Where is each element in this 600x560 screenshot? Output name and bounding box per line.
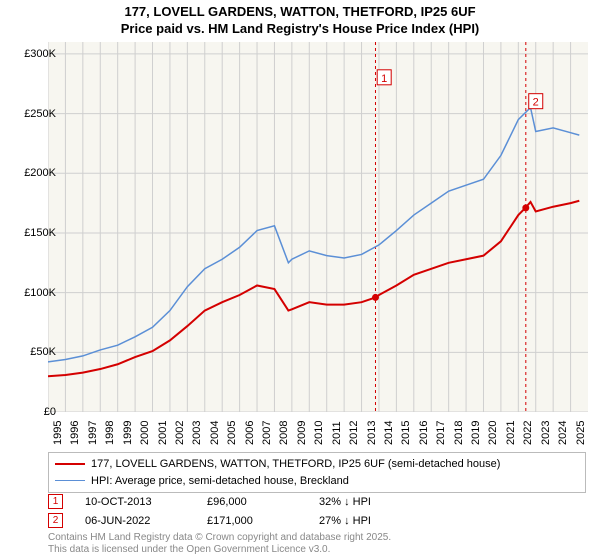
x-tick-label: 2019 — [470, 421, 482, 445]
x-tick-label: 2025 — [575, 421, 587, 445]
x-tick-label: 2002 — [174, 421, 186, 445]
x-tick-label: 2009 — [296, 421, 308, 445]
x-tick-label: 2021 — [505, 421, 517, 445]
marker-price: £171,000 — [207, 515, 297, 527]
legend-row: 177, LOVELL GARDENS, WATTON, THETFORD, I… — [55, 456, 579, 473]
x-tick-label: 2012 — [348, 421, 360, 445]
attribution-line2: This data is licensed under the Open Gov… — [48, 544, 391, 556]
x-tick-label: 2004 — [209, 421, 221, 445]
marker-date: 10-OCT-2013 — [85, 496, 185, 508]
y-tick-label: £50K — [30, 346, 56, 358]
y-tick-label: £200K — [24, 167, 56, 179]
x-tick-label: 2010 — [313, 421, 325, 445]
legend: 177, LOVELL GARDENS, WATTON, THETFORD, I… — [48, 452, 586, 493]
legend-swatch — [55, 480, 85, 481]
x-tick-label: 2016 — [418, 421, 430, 445]
chart-plot-area: 12 — [48, 42, 588, 412]
title-line1: 177, LOVELL GARDENS, WATTON, THETFORD, I… — [0, 4, 600, 21]
x-tick-label: 2003 — [191, 421, 203, 445]
legend-swatch — [55, 463, 85, 465]
legend-label: HPI: Average price, semi-detached house,… — [91, 473, 349, 490]
x-tick-label: 2023 — [540, 421, 552, 445]
y-tick-label: £300K — [24, 48, 56, 60]
x-tick-label: 2005 — [226, 421, 238, 445]
x-tick-label: 2006 — [244, 421, 256, 445]
chart-svg: 12 — [48, 42, 588, 412]
x-tick-label: 2022 — [522, 421, 534, 445]
x-tick-label: 2018 — [453, 421, 465, 445]
x-tick-label: 2000 — [139, 421, 151, 445]
x-tick-label: 1995 — [52, 421, 64, 445]
x-tick-label: 2011 — [331, 421, 343, 445]
svg-text:1: 1 — [381, 73, 387, 85]
x-tick-label: 2017 — [435, 421, 447, 445]
x-tick-label: 2024 — [557, 421, 569, 445]
x-tick-label: 1999 — [122, 421, 134, 445]
x-tick-label: 2015 — [400, 421, 412, 445]
legend-row: HPI: Average price, semi-detached house,… — [55, 473, 579, 490]
attribution: Contains HM Land Registry data © Crown c… — [48, 532, 391, 556]
x-tick-label: 2007 — [261, 421, 273, 445]
chart-title: 177, LOVELL GARDENS, WATTON, THETFORD, I… — [0, 0, 600, 38]
marker-id-box: 2 — [48, 513, 63, 528]
x-tick-label: 2014 — [383, 421, 395, 445]
svg-text:2: 2 — [533, 97, 539, 109]
x-tick-label: 2020 — [487, 421, 499, 445]
marker-id-box: 1 — [48, 494, 63, 509]
x-tick-label: 1997 — [87, 421, 99, 445]
marker-table: 1 10-OCT-2013 £96,000 32% ↓ HPI 2 06-JUN-2022… — [48, 494, 586, 532]
marker-row: 2 06-JUN-2022 £171,000 27% ↓ HPI — [48, 513, 586, 528]
chart-container: 177, LOVELL GARDENS, WATTON, THETFORD, I… — [0, 0, 600, 560]
x-tick-label: 2008 — [278, 421, 290, 445]
x-tick-label: 2001 — [157, 421, 169, 445]
y-tick-label: £250K — [24, 108, 56, 120]
marker-delta: 32% ↓ HPI — [319, 496, 371, 508]
y-tick-label: £0 — [44, 406, 56, 418]
x-tick-label: 1996 — [69, 421, 81, 445]
y-tick-label: £150K — [24, 227, 56, 239]
y-tick-label: £100K — [24, 287, 56, 299]
title-line2: Price paid vs. HM Land Registry's House … — [0, 21, 600, 38]
x-tick-label: 1998 — [104, 421, 116, 445]
attribution-line1: Contains HM Land Registry data © Crown c… — [48, 532, 391, 544]
legend-label: 177, LOVELL GARDENS, WATTON, THETFORD, I… — [91, 456, 500, 473]
marker-price: £96,000 — [207, 496, 297, 508]
marker-row: 1 10-OCT-2013 £96,000 32% ↓ HPI — [48, 494, 586, 509]
marker-delta: 27% ↓ HPI — [319, 515, 371, 527]
marker-date: 06-JUN-2022 — [85, 515, 185, 527]
x-tick-label: 2013 — [366, 421, 378, 445]
